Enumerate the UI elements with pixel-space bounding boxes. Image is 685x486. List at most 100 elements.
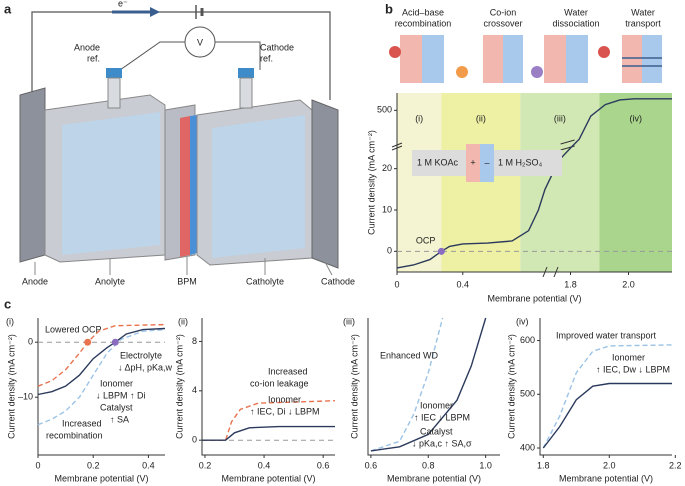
voltmeter [184,26,216,58]
annotation: co-ion leakage [250,378,309,388]
membrane-base [566,35,588,83]
x-axis-title: Membrane potential (V) [559,473,653,483]
axis-break [542,266,548,278]
wire [215,41,261,70]
x-tick-label: 2.2 [669,460,682,470]
annotation: Improved water transport [556,330,657,340]
subpanel-label: (i) [6,316,14,326]
process-label: Water [631,7,655,17]
annotation: ↑ SA [110,414,129,424]
water [598,46,610,58]
x-tick-label: 0.4 [457,279,470,289]
anode-ref: Anode [74,42,100,52]
inset-base [480,144,494,182]
panel-a-schematic [19,5,339,269]
water [389,46,401,58]
x-tick-label: 2.0 [603,460,616,470]
bpm-red [180,116,190,257]
axis-break [391,145,403,151]
x-axis-title: Membrane potential (V) [221,473,315,483]
part-label: BPM [177,276,197,286]
axes [539,318,672,456]
x-tick-label: 0.2 [87,460,100,470]
subpanel-label: (ii) [178,316,188,326]
y-tick-label: 20 [382,163,392,173]
x-tick-label: 0 [394,279,399,289]
anode-ref: ref. [87,53,100,63]
part-label: Anode [22,276,48,286]
x-axis-title: Membrane potential (V) [487,293,581,303]
process-label: Co-ion [490,7,517,17]
x-tick-label: 1.8 [537,460,550,470]
x-tick-label: 0.2 [199,460,212,470]
curve [542,382,672,449]
y-axis-title: Current density (mA cm⁻²) [6,334,16,439]
membrane-acid [544,35,566,83]
annotation: Electrolyte [120,350,162,360]
part-label: Anolyte [95,276,125,286]
y-tick-label: –10 [18,392,33,402]
point [437,247,445,255]
subpanel-label: (iv) [516,316,529,326]
process-label: dissociation [552,18,599,28]
y-axis-title: Current density (mA cm⁻²) [366,130,376,235]
region [599,93,672,272]
annotation: ↑ IEC, Di ↓ LBPM [250,406,320,416]
part-label: Cathode [321,276,355,286]
process-icons [389,35,662,83]
x-tick-label: 0.4 [258,460,271,470]
y-axis-title: Current density (mA cm⁻²) [506,334,516,439]
inset-label: 1 M KOAc [417,157,459,167]
axes [201,318,335,456]
annotation: Catalyst [420,426,453,436]
y-tick-label: 600 [520,335,535,345]
curve [542,344,673,449]
x-tick-label: 1.8 [564,279,577,289]
annotation: ↑ IEC ↓ LBPM [414,412,470,422]
y-tick-label: 0 [28,337,33,347]
process-label: Water [564,7,588,17]
inset-acid [466,144,480,182]
region-label: (iv) [630,113,643,123]
panel-label: c [4,296,11,311]
annotation: Increased [62,418,102,428]
process-label: recombination [395,18,452,28]
ref-cap [238,68,254,78]
electron-label: e⁻ [118,0,128,8]
inset-label: 1 M H₂SO₄ [498,157,543,167]
panel-label: b [385,1,393,16]
annotation: ↓ LBPM ↑ Di [96,390,146,400]
annotation: Ionomer [420,400,453,410]
x-axis-title: Membrane potential (V) [54,473,148,483]
ion [531,66,543,78]
y-tick-label: 500 [520,389,535,399]
region [520,93,600,272]
membrane-acid [622,35,642,83]
annotation: recombination [46,430,103,440]
region-label: (i) [415,113,423,123]
x-tick-label: 2.0 [622,279,635,289]
annotation: Ionomer [268,394,301,404]
point [111,338,119,346]
y-axis-title: Current density (mA cm⁻²) [349,334,359,439]
y-axis-title: Current density (mA cm⁻²) [174,334,184,439]
cathode-ref: Cathode [260,42,294,52]
process-label: transport [625,18,661,28]
subpanel-label: (iii) [343,316,355,326]
annotation: Ionomer [612,352,645,362]
wire [31,11,331,100]
region-label: (ii) [476,113,486,123]
y-tick-label: 0 [387,246,392,256]
voltmeter-label: V [197,37,203,47]
ref-cap [106,68,122,78]
x-axis-title: Membrane potential (V) [387,473,481,483]
ref-electrode [239,77,253,109]
annotation: Lowered OCP [45,324,102,334]
y-tick-label: 10 [382,204,392,214]
leader [324,261,333,276]
x-tick-label: 0.6 [365,460,378,470]
curve [370,317,444,452]
axis-break [560,139,575,145]
membrane-base [422,35,444,83]
curve [370,317,487,452]
